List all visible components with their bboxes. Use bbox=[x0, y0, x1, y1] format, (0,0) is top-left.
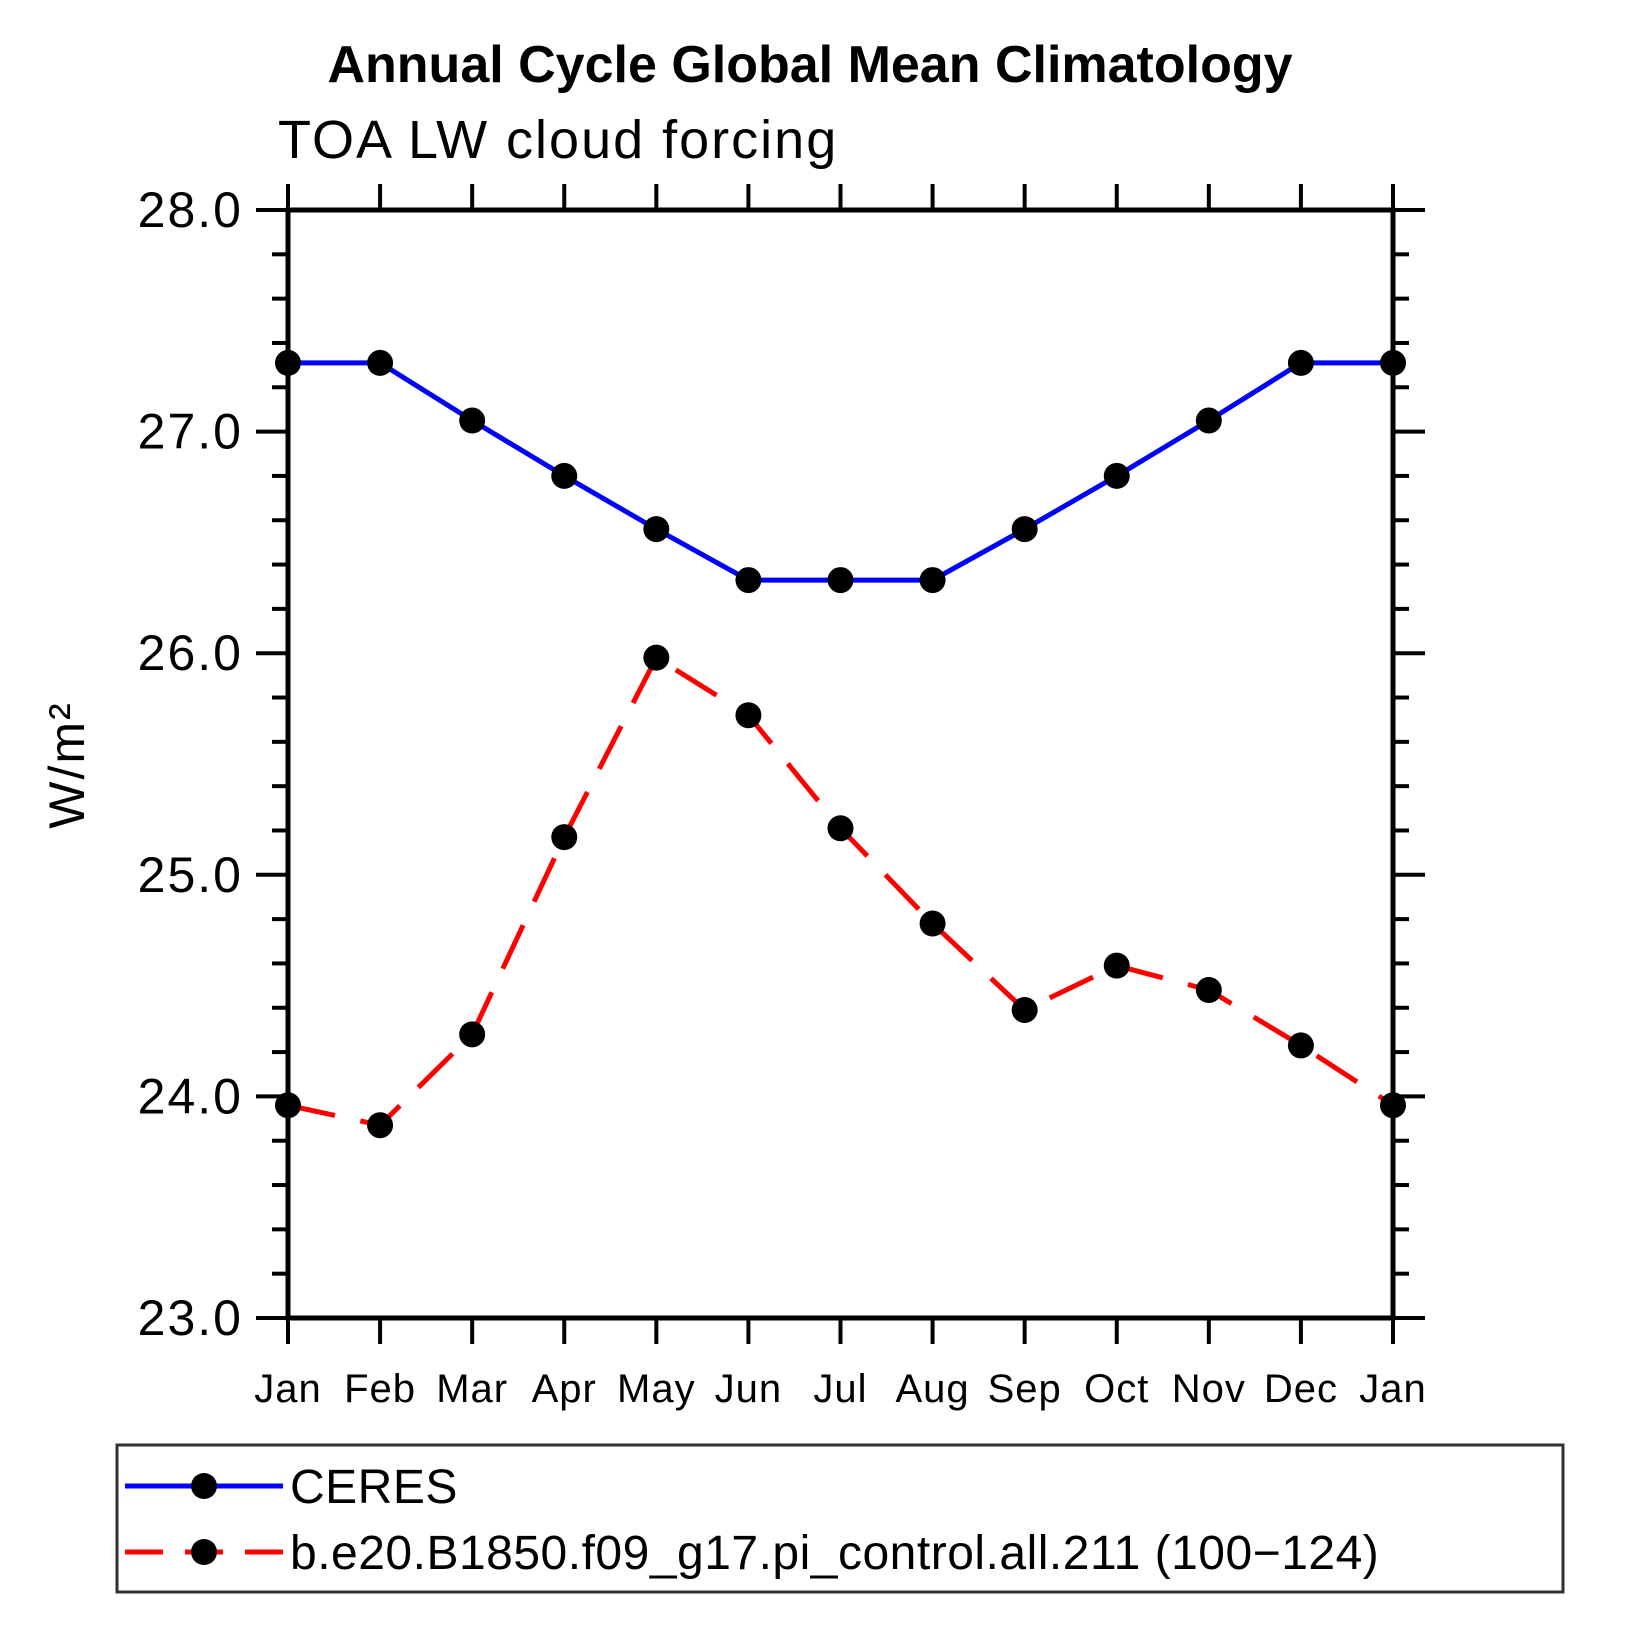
ceres-point bbox=[1380, 349, 1406, 376]
ceres-point bbox=[919, 567, 946, 594]
x-tick-label: Oct bbox=[1084, 1367, 1149, 1411]
legend-box bbox=[115, 1443, 1565, 1594]
x-tick-label: Jul bbox=[813, 1367, 867, 1411]
legend-label-model: b.e20.B1850.f09_g17.pi_control.all.211 (… bbox=[290, 1527, 1379, 1580]
model-point bbox=[1103, 952, 1130, 979]
ceres-point bbox=[827, 567, 854, 594]
y-tick-label: 27.0 bbox=[138, 404, 243, 460]
model-point bbox=[459, 1021, 486, 1048]
model-point bbox=[919, 910, 946, 937]
y-tick-label: 26.0 bbox=[138, 625, 243, 681]
ceres-point bbox=[1103, 462, 1130, 489]
x-tick-label: Jan bbox=[1359, 1367, 1427, 1411]
x-tick-label: Aug bbox=[895, 1367, 969, 1411]
y-tick-label: 23.0 bbox=[138, 1290, 243, 1346]
legend-marker-ceres-icon bbox=[191, 1473, 217, 1499]
x-tick-label: Mar bbox=[436, 1367, 508, 1411]
x-tick-label: Sep bbox=[988, 1367, 1062, 1411]
y-tick-label: 25.0 bbox=[138, 847, 243, 903]
model-point bbox=[1195, 977, 1222, 1004]
legend-item-ceres: CERES bbox=[125, 1461, 458, 1514]
legend-marker-model-icon bbox=[191, 1539, 217, 1565]
y-tick-label: 24.0 bbox=[138, 1068, 243, 1124]
x-tick-label: Apr bbox=[532, 1367, 597, 1411]
ceres-point bbox=[367, 349, 394, 376]
model-point bbox=[1380, 1092, 1406, 1119]
ceres-point bbox=[735, 567, 762, 594]
ceres-line bbox=[288, 360, 1393, 583]
legend-item-model: b.e20.B1850.f09_g17.pi_control.all.211 (… bbox=[125, 1527, 1379, 1580]
model-point bbox=[1287, 1032, 1314, 1059]
x-tick-label: Jan bbox=[254, 1367, 322, 1411]
ceres-point bbox=[1287, 349, 1314, 376]
model-point bbox=[1011, 996, 1038, 1023]
x-tick-label: Feb bbox=[344, 1367, 416, 1411]
model-point bbox=[735, 702, 762, 729]
x-tick-label: May bbox=[617, 1367, 696, 1411]
model-line bbox=[287, 654, 1395, 1128]
ceres-point bbox=[643, 516, 670, 543]
x-tick-label: Jun bbox=[715, 1367, 783, 1411]
ceres-point bbox=[275, 349, 301, 376]
legend: CERES b.e20.B1850.f09_g17.pi_control.all… bbox=[115, 1443, 1565, 1594]
chart-title: Annual Cycle Global Mean Climatology bbox=[327, 36, 1292, 94]
x-tick-label: Nov bbox=[1172, 1367, 1246, 1411]
model-point bbox=[551, 824, 578, 851]
ceres-point bbox=[551, 462, 578, 489]
plot-box bbox=[285, 207, 1396, 1321]
y-tick-label: 28.0 bbox=[138, 182, 243, 238]
chart-subtitle: TOA LW cloud forcing bbox=[278, 110, 838, 170]
model-point bbox=[275, 1092, 301, 1119]
x-tick-label: Dec bbox=[1264, 1367, 1338, 1411]
model-point bbox=[643, 644, 670, 671]
ceres-point bbox=[1011, 516, 1038, 543]
y-axis-label: W/m² bbox=[39, 701, 95, 828]
ceres-point bbox=[1195, 407, 1222, 434]
ceres-point bbox=[459, 407, 486, 434]
plot-area: Jan Feb Mar Apr May Jun Jul Aug Sep Oct Nov Dec Jan2… bbox=[138, 182, 1427, 1411]
model-point bbox=[367, 1112, 394, 1139]
model-point bbox=[827, 815, 854, 842]
legend-label-ceres: CERES bbox=[290, 1461, 458, 1514]
